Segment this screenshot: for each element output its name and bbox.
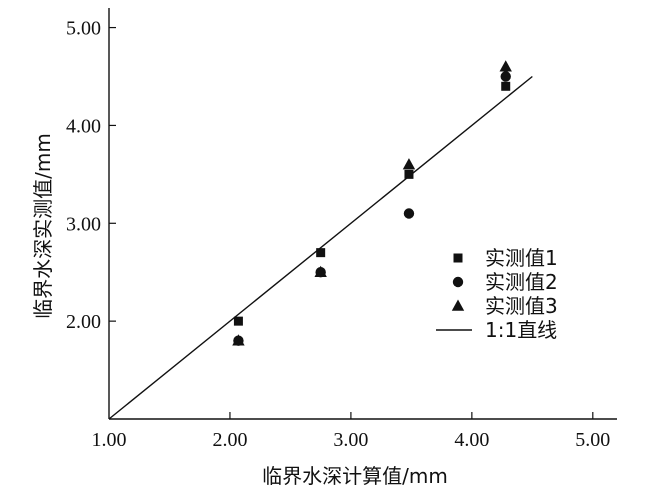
legend-label: 1:1直线 — [485, 318, 557, 342]
x-tick-label: 2.00 — [212, 429, 247, 451]
legend-circle-symbol — [452, 276, 464, 288]
y-tick-label: 5.00 — [66, 18, 101, 40]
data-point-square-series-1 — [404, 169, 414, 179]
data-point-triangle-series-3 — [402, 158, 416, 170]
legend-label: 实测值2 — [485, 270, 558, 294]
data-point-triangle-series-3 — [499, 60, 512, 72]
x-axis-title: 临界水深计算值/mm — [262, 464, 448, 488]
x-tick-label: 1.00 — [92, 429, 127, 451]
data-point-triangle-series-3 — [314, 265, 327, 278]
data-point-square-series-1 — [233, 316, 243, 326]
data-point-triangle-series-3 — [232, 334, 245, 346]
axes-layer: 1.00 2.00 3.00 4.00 5.00 2.00 3.00 4.00 5.00 — [66, 8, 617, 451]
legend-label: 实测值3 — [485, 294, 558, 318]
data-point-square-series-1 — [501, 81, 511, 91]
x-tick-label: 4.00 — [454, 429, 489, 451]
x-tick-label: 5.00 — [575, 429, 610, 451]
reference-line-1-1 — [108, 75, 533, 420]
legend-triangle-symbol — [451, 299, 465, 311]
data-point-circle-series-2 — [403, 208, 415, 219]
legend-square-symbol — [453, 253, 463, 263]
marks-layer — [108, 60, 533, 420]
x-tick-label: 3.00 — [333, 429, 368, 451]
legend-label: 实测值1 — [485, 246, 558, 270]
y-tick-label: 3.00 — [66, 213, 101, 235]
data-point-square-series-1 — [316, 248, 326, 258]
y-tick-label: 2.00 — [66, 311, 101, 333]
y-axis-title: 临界水深实测值/mm — [31, 133, 55, 319]
data-point-circle-series-2 — [500, 71, 511, 82]
y-tick-label: 4.00 — [66, 115, 101, 137]
